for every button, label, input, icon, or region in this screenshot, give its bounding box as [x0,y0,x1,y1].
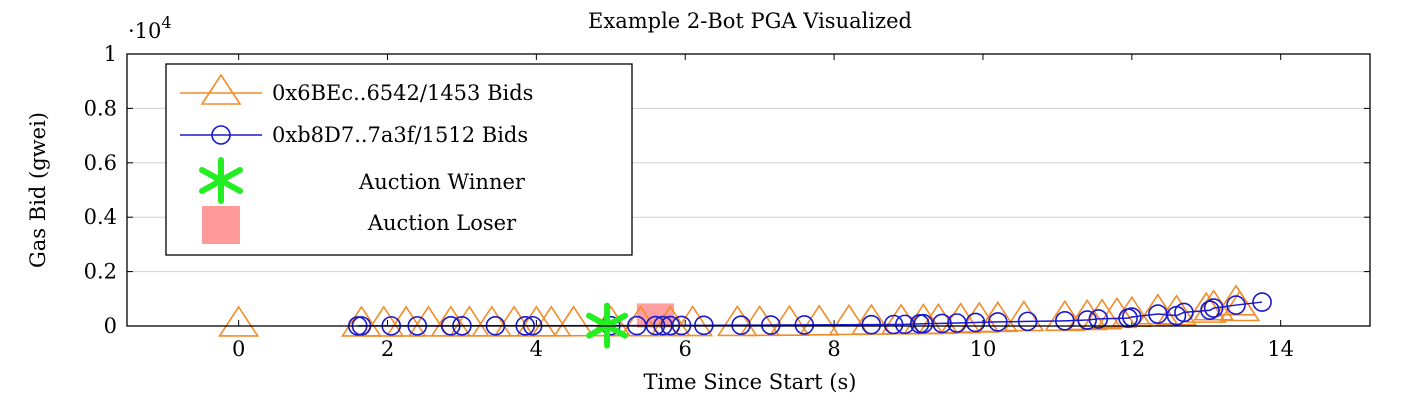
data-point-triangle [739,304,781,337]
data-point-triangle [672,305,714,337]
data-point-triangle [620,305,662,337]
y-tick-label: 0.8 [84,96,117,120]
y-axis-label: Gas Bid (gwei) [26,112,50,268]
y-tick-label: 1 [104,42,117,66]
data-point-circle [794,315,815,335]
series-layer [218,284,1272,337]
legend-entry-series-2: 0xb8D7..7a3f/1512 Bids [180,123,528,147]
legend-label-winner: Auction Winner [358,170,526,194]
data-point-triangle [385,305,427,337]
data-point-circle [988,312,1008,332]
data-point-triangle [363,305,405,337]
x-tick-label: 2 [381,337,394,361]
x-tick-label: 4 [530,337,543,361]
data-point-triangle [958,301,1000,333]
data-point-triangle [917,302,959,335]
data-point-triangle [530,305,572,337]
y-tick-label: 0 [104,314,117,338]
legend-label-loser: Auction Loser [367,211,517,235]
x-tick-label: 0 [232,337,245,361]
legend-label-series-2: 0xb8D7..7a3f/1512 Bids [272,123,528,147]
legend-box [165,63,633,256]
data-point-triangle [448,305,490,337]
y-tick-label: 0.2 [84,260,117,284]
x-tick-label: 8 [827,337,840,361]
y-multiplier: ·104 [128,13,172,43]
data-point-circle [1252,292,1272,312]
data-point-circle [1203,298,1224,318]
x-tick-label: 12 [1118,337,1145,361]
data-point-triangle [649,305,691,337]
y-multiplier-exponent: 4 [161,13,171,32]
y-multiplier-base: ·10 [128,19,161,43]
x-axis-label: Time Since Start (s) [644,370,857,394]
data-point-circle [731,315,751,335]
legend-asterisk-marker [199,157,243,204]
data-point-circle [1077,310,1097,330]
y-tick-label: 0.6 [84,151,117,175]
data-point-triangle [471,305,513,337]
data-point-triangle [340,305,382,337]
data-point-circle [1017,311,1038,332]
data-point-triangle [493,305,535,337]
data-point-triangle [218,305,260,337]
data-point-triangle [1081,298,1123,330]
plot-frame [126,53,1371,327]
legend-triangle-marker [200,73,242,105]
data-point-circle [1088,309,1109,329]
data-point-circle [883,314,904,335]
data-point-triangle [798,304,840,336]
data-point-circle [1174,302,1194,323]
x-tick-label: 10 [970,337,997,361]
legend-label-series-1: 0x6BEc..6542/1453 Bids [272,81,533,105]
legend-entry-loser: Auction Loser [202,206,517,244]
loser-layer [636,303,675,328]
data-point-circle [694,315,714,336]
legend-entry-series-1: 0x6BEc..6542/1453 Bids [180,73,533,105]
data-point-circle [1226,295,1246,315]
loser-marker [636,303,675,328]
legend-circle-marker [211,125,231,145]
data-point-triangle [768,304,810,336]
y-tick-label: 0.4 [84,205,117,229]
legend-entry-winner: Auction Winner [199,157,526,204]
data-point-circle [965,312,986,333]
data-point-triangle [716,304,758,337]
data-point-circle [1200,300,1220,321]
data-point-triangle [828,303,870,336]
data-point-circle [1055,311,1075,331]
chart-title: Example 2-Bot PGA Visualized [588,9,912,33]
data-point-circle [932,313,952,334]
data-point-triangle [1003,300,1045,332]
data-point-circle [861,314,882,335]
legend-square-marker [202,206,240,244]
x-tick-label: 14 [1267,337,1294,361]
x-tick-label: 6 [679,337,692,361]
data-point-triangle [977,300,1019,333]
axis-ticks: 00.20.40.60.810 2 4 6 8 10 12 14 [84,42,1370,361]
data-point-circle [761,315,781,335]
data-point-triangle [407,305,449,337]
data-point-triangle [1096,296,1138,329]
data-point-triangle [553,305,595,337]
data-point-triangle [880,303,922,335]
legend: 0x6BEc..6542/1453 Bids 0xb8D7..7a3f/1512… [165,63,633,256]
